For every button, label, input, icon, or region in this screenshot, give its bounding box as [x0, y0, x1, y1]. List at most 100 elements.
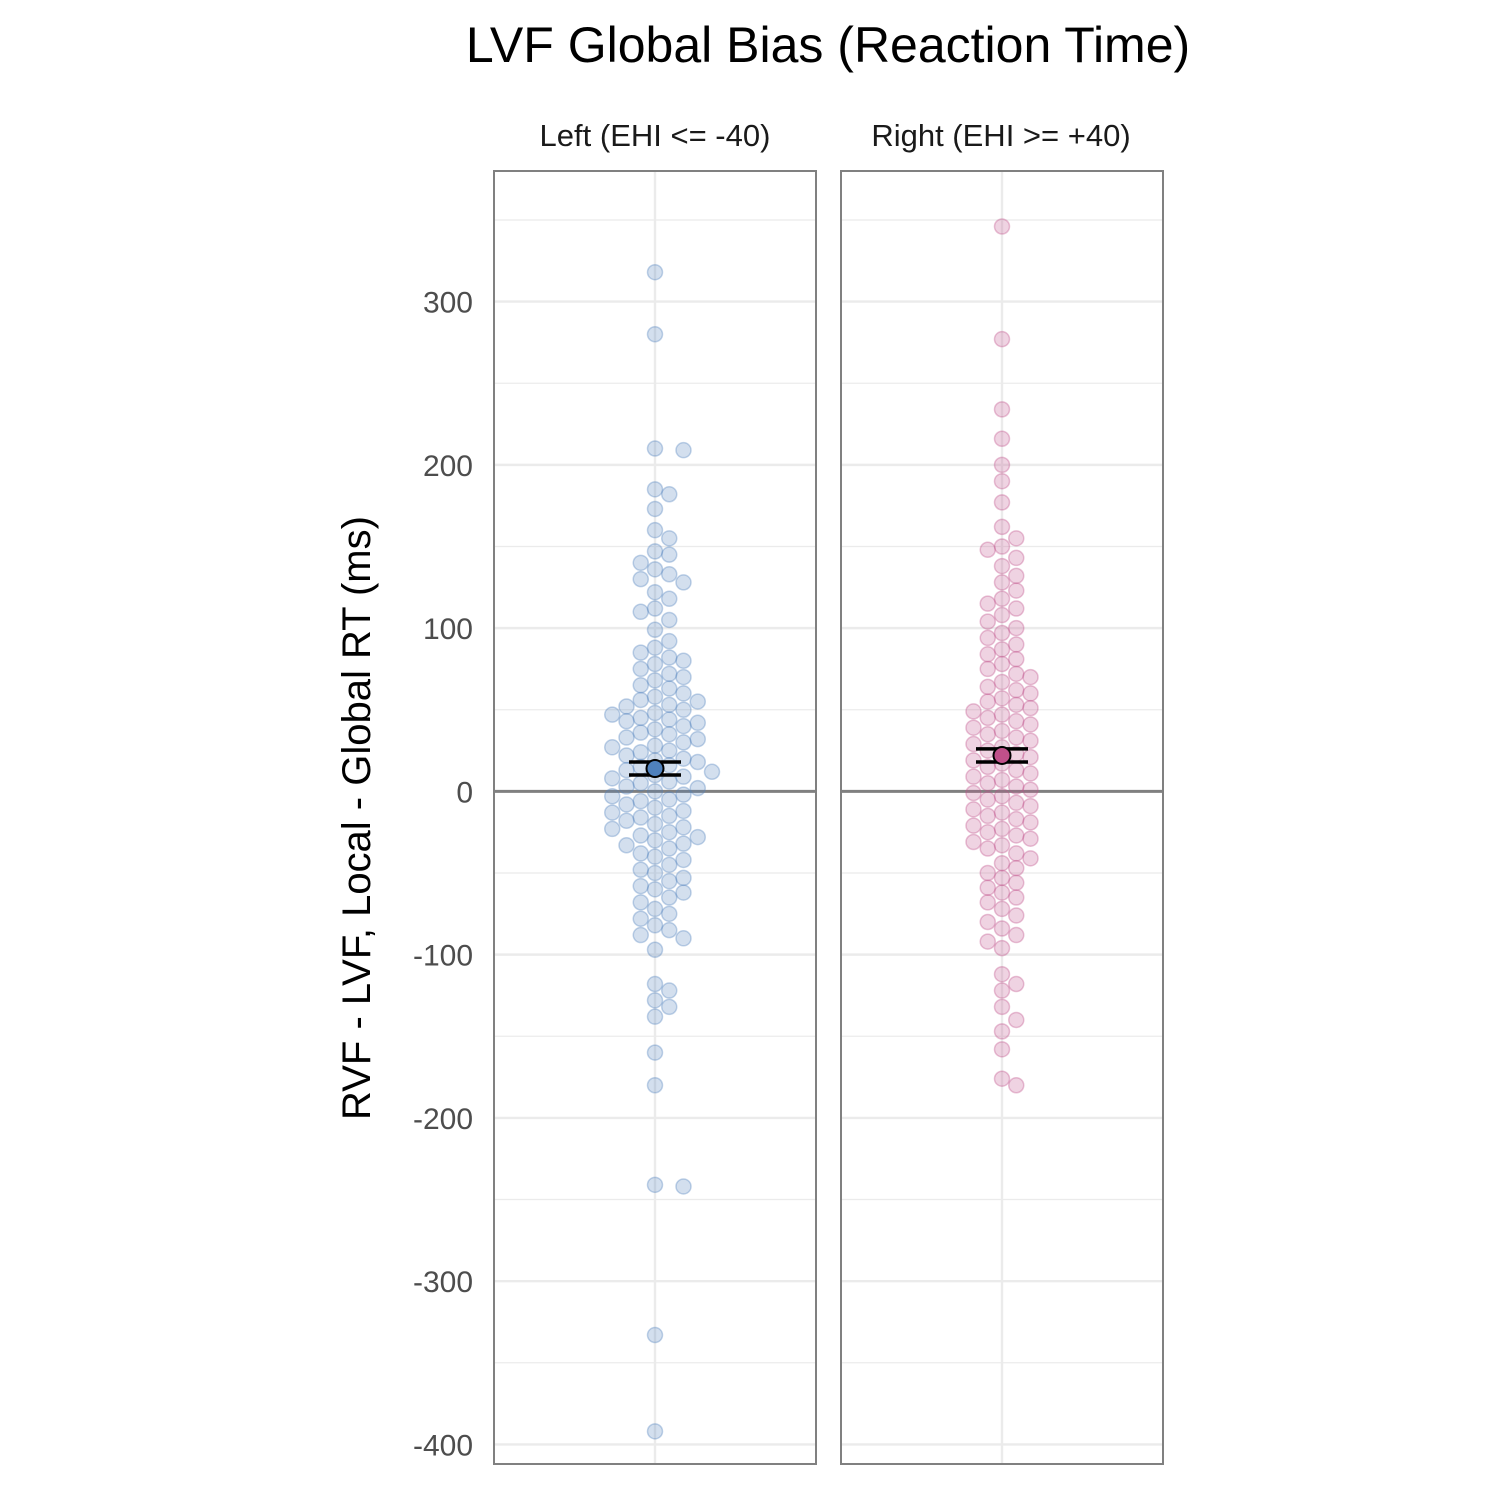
data-point	[993, 939, 1011, 957]
data-point	[661, 823, 678, 841]
data-point	[632, 910, 649, 927]
data-point	[675, 819, 692, 836]
data-point	[646, 1326, 664, 1344]
data-point	[646, 992, 664, 1009]
data-point	[993, 706, 1011, 723]
y-tick-label: 100	[423, 613, 473, 646]
data-point	[1008, 619, 1025, 637]
data-point	[646, 864, 664, 882]
data-point	[646, 1008, 664, 1025]
data-point	[675, 652, 692, 670]
data-point	[993, 655, 1011, 673]
data-point	[646, 440, 664, 457]
data-point	[1008, 712, 1025, 730]
data-point	[632, 603, 649, 621]
data-point	[632, 827, 649, 844]
data-point	[646, 543, 664, 560]
data-point	[632, 809, 649, 826]
data-point	[604, 788, 621, 805]
data-point	[675, 1178, 692, 1195]
data-point	[1008, 650, 1025, 668]
data-point	[1022, 814, 1039, 831]
y-tick-label: 300	[423, 287, 473, 320]
data-point	[1008, 681, 1025, 699]
data-point	[632, 774, 649, 792]
data-point	[1008, 729, 1025, 746]
data-point	[661, 565, 678, 583]
y-tick-label: 0	[456, 776, 473, 809]
data-point	[632, 792, 649, 810]
data-point	[661, 905, 678, 923]
data-point	[632, 894, 649, 911]
data-point	[675, 835, 692, 852]
data-point	[618, 837, 635, 854]
y-axis-title: RVF - LVF, Local - Global RT (ms)	[335, 516, 379, 1120]
y-tick-label: -300	[413, 1266, 473, 1299]
data-point	[979, 660, 996, 678]
panel-right-summary	[976, 745, 1028, 765]
data-point	[646, 917, 664, 934]
data-point	[993, 401, 1011, 418]
data-point	[618, 698, 635, 715]
data-point	[604, 770, 621, 787]
data-point	[661, 632, 678, 650]
data-point	[646, 704, 664, 722]
data-point	[675, 750, 692, 767]
data-point	[979, 725, 996, 743]
data-point	[979, 879, 996, 896]
data-point	[604, 706, 621, 723]
data-point	[1008, 530, 1025, 547]
data-point	[661, 998, 678, 1016]
data-point	[632, 861, 649, 878]
data-point	[675, 441, 692, 459]
data-point	[689, 779, 706, 797]
data-point	[618, 796, 635, 813]
data-point	[604, 820, 621, 838]
data-point	[632, 877, 649, 895]
data-point	[979, 678, 996, 696]
data-point	[993, 982, 1011, 999]
data-point	[979, 807, 996, 825]
data-point	[993, 641, 1011, 658]
data-point	[646, 783, 664, 800]
data-point	[646, 1423, 664, 1440]
data-point	[1008, 778, 1025, 795]
mean-point	[992, 745, 1012, 765]
data-point	[979, 709, 996, 727]
data-point	[993, 820, 1011, 838]
data-point	[646, 1176, 664, 1194]
data-point	[661, 665, 678, 683]
data-point	[661, 546, 678, 563]
data-point	[979, 693, 996, 710]
data-point	[675, 930, 692, 947]
panel-left-summary	[629, 759, 681, 779]
data-point	[993, 854, 1011, 872]
data-point	[646, 500, 664, 518]
data-point	[646, 263, 664, 281]
data-point	[646, 655, 664, 673]
data-point	[1008, 1076, 1025, 1094]
data-point	[993, 965, 1011, 983]
mean-point	[645, 759, 665, 779]
data-point	[689, 730, 706, 748]
data-point	[661, 680, 678, 697]
data-point	[965, 703, 982, 720]
data-point	[1008, 845, 1025, 862]
data-point	[646, 672, 664, 689]
data-point	[661, 889, 678, 906]
data-point	[689, 753, 706, 771]
data-point	[646, 326, 664, 343]
data-point	[661, 649, 678, 666]
panel-left: Left (EHI <= -40)	[493, 118, 817, 1465]
data-point	[632, 845, 649, 862]
data-point	[1022, 781, 1039, 798]
data-point	[661, 530, 678, 547]
data-point	[1008, 636, 1025, 653]
panel-left-border	[493, 170, 817, 1465]
data-point	[993, 920, 1011, 937]
y-tick-label: 200	[423, 450, 473, 483]
data-point	[675, 734, 692, 751]
data-point	[1022, 765, 1039, 782]
data-point	[979, 823, 996, 841]
data-point	[979, 645, 996, 663]
